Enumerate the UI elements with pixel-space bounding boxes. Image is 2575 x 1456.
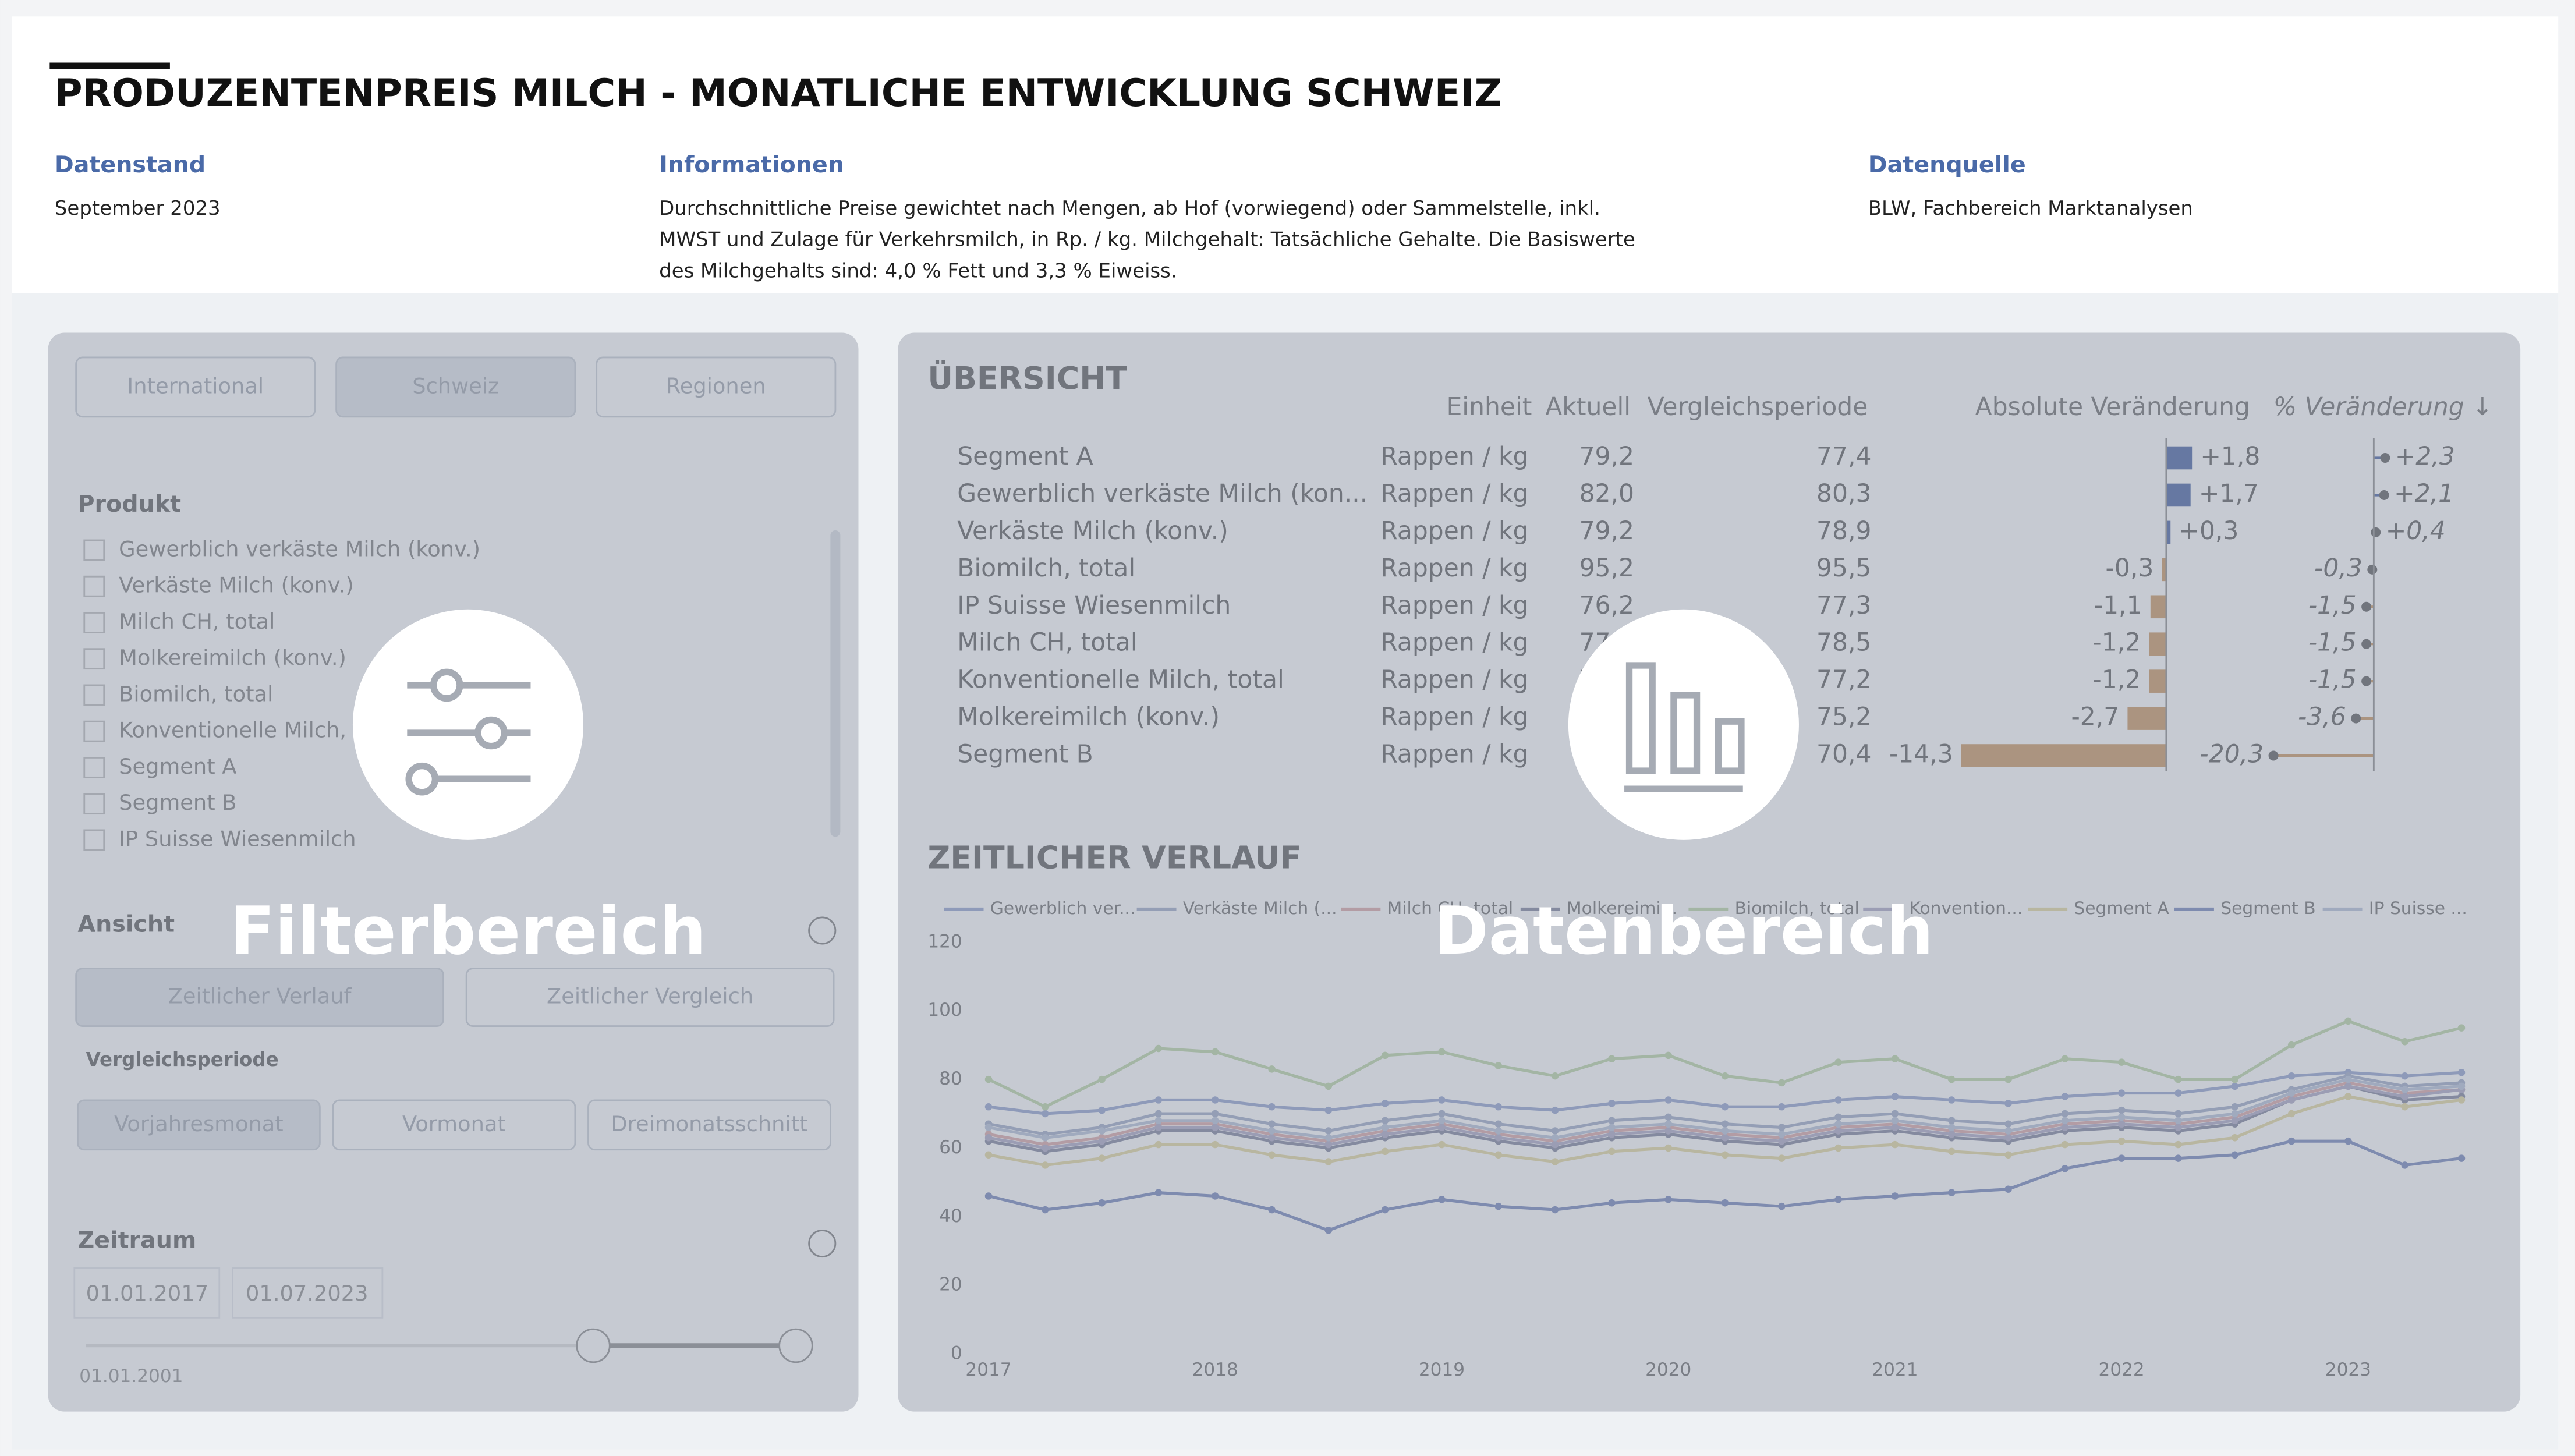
header: PRODUZENTENPREIS MILCH - MONATLICHE ENTW… — [55, 72, 2193, 282]
title: PRODUZENTENPREIS MILCH - MONATLICHE ENTW… — [55, 72, 1502, 115]
section-heading: Datenstand — [55, 151, 206, 178]
section-text: September 2023 — [55, 197, 221, 220]
overlay-label: Filterbereich — [230, 892, 706, 969]
overlay-label: Datenbereich — [1434, 892, 1933, 969]
header-card — [12, 16, 2559, 293]
data-overlay — [898, 332, 2521, 1412]
section-heading: Datenquelle — [1868, 151, 2026, 178]
filter-icon — [405, 668, 531, 796]
section-text: BLW, Fachbereich Marktanalysen — [1868, 197, 2193, 220]
section-text: des Milchgehalts sind: 4,0 % Fett und 3,… — [659, 259, 1177, 282]
filter-icon-circle — [352, 609, 584, 840]
title-accent — [49, 62, 170, 69]
data-icon — [1624, 662, 1745, 792]
section-text: Durchschnittliche Preise gewichtet nach … — [659, 197, 1600, 220]
filter-overlay — [48, 332, 859, 1412]
section-text: MWST und Zulage für Verkehrsmilch, in Rp… — [659, 228, 1635, 251]
data-icon-circle — [1568, 609, 1799, 840]
section-heading: Informationen — [659, 151, 844, 178]
